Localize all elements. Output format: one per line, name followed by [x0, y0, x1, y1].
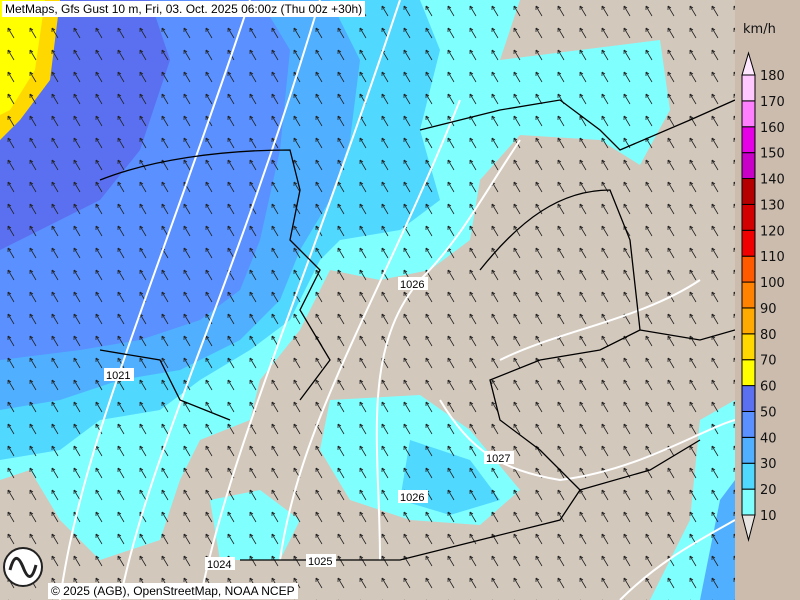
legend-tick-label: 50 [760, 405, 777, 420]
legend-tick-label: 130 [760, 198, 785, 213]
legend-tick-label: 140 [760, 173, 785, 188]
legend-swatch [741, 126, 756, 154]
isobars [59, 0, 735, 600]
legend-tick-label: 120 [760, 224, 785, 239]
credit-text: © 2025 (AGB), OpenStreetMap, NOAA NCEP [48, 583, 298, 599]
pressure-label: 1021 [104, 368, 134, 382]
legend-tick-label: 170 [760, 95, 785, 110]
map-title: MetMaps, Gfs Gust 10 m, Fri, 03. Oct. 20… [2, 1, 366, 17]
legend-tick-label: 70 [760, 354, 777, 369]
legend-tick-label: 90 [760, 302, 777, 317]
legend-swatch [741, 100, 756, 128]
legend-unit: km/h [743, 22, 776, 37]
legend-tick-label: 160 [760, 121, 785, 136]
legend-tick-label: 10 [760, 509, 777, 524]
wind-arrows [0, 0, 735, 600]
legend-swatch [741, 436, 756, 464]
legend-swatch [741, 359, 756, 387]
gust-map[interactable]: 1026 1021 1027 1026 1024 1025 [0, 0, 735, 600]
legend-swatch [741, 255, 756, 283]
legend-swatch [741, 462, 756, 490]
legend-swatch [741, 203, 756, 231]
legend-tick-label: 40 [760, 431, 777, 446]
pressure-label: 1024 [205, 557, 235, 571]
legend-swatch [741, 333, 756, 361]
svg-text:1021: 1021 [106, 370, 130, 382]
pressure-labels: 1026 1021 1027 1026 1024 1025 [104, 277, 514, 571]
legend-tick-label: 30 [760, 457, 777, 472]
legend-swatch [741, 410, 756, 438]
legend-colorbar: 10 20 30 40 50 60 70 80 90 100 110 120 130 140 150 160 1… [741, 51, 785, 542]
pressure-label: 1027 [484, 451, 514, 465]
svg-text:1025: 1025 [308, 556, 332, 568]
borders [99, 99, 735, 561]
legend-below-triangle [741, 514, 756, 542]
legend-above-triangle [741, 51, 756, 76]
legend-swatch [741, 229, 756, 257]
legend-swatch [741, 74, 756, 102]
legend-tick-label: 60 [760, 380, 777, 395]
pressure-label: 1026 [398, 277, 428, 291]
legend-tick-label: 110 [760, 250, 785, 265]
color-legend: km/h 10 20 30 40 50 60 70 80 90 100 110 120 130 140 15… [735, 0, 800, 600]
legend-swatch [741, 385, 756, 412]
legend-tick-label: 100 [760, 276, 785, 291]
pressure-label: 1025 [306, 554, 336, 568]
legend-swatch [741, 281, 756, 309]
pressure-label: 1026 [398, 490, 428, 504]
legend-swatch [741, 488, 756, 516]
legend-tick-label: 150 [760, 147, 785, 162]
legend-swatch [741, 152, 756, 180]
legend-swatch [741, 178, 756, 205]
legend-swatch [741, 307, 756, 335]
metmaps-logo [3, 547, 43, 587]
legend-tick-label: 80 [760, 328, 777, 343]
legend-tick-label: 180 [760, 69, 785, 84]
svg-text:1024: 1024 [207, 559, 231, 571]
svg-text:1027: 1027 [486, 453, 510, 465]
svg-text:1026: 1026 [400, 279, 424, 291]
svg-text:1026: 1026 [400, 492, 424, 504]
legend-tick-label: 20 [760, 483, 777, 498]
